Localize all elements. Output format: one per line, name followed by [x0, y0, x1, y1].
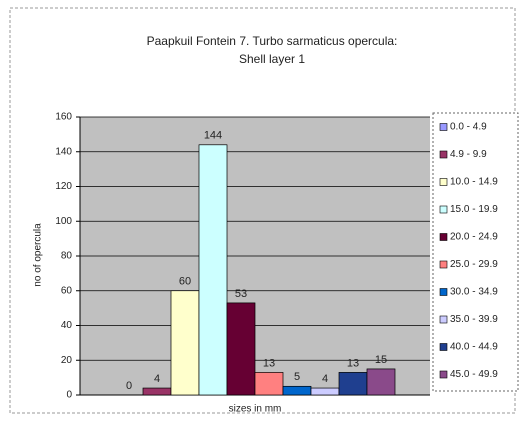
y-tick-label: 140 — [55, 146, 72, 157]
bar — [142, 387, 172, 396]
legend-swatch — [439, 260, 448, 269]
bar — [366, 368, 396, 396]
y-tick-label: 120 — [55, 181, 72, 192]
legend-label: 4.9 - 9.9 — [450, 149, 487, 160]
legend-swatch — [439, 370, 448, 379]
bar — [198, 144, 228, 396]
data-label: 53 — [235, 288, 247, 300]
legend-label: 15.0 - 19.9 — [450, 204, 498, 215]
chart-subtitle: Shell layer 1 — [239, 52, 305, 66]
legend-swatch — [439, 288, 448, 296]
y-tick-label: 40 — [61, 320, 73, 331]
legend-label: 25.0 - 29.9 — [450, 259, 498, 270]
chart-title: Paapkuil Fontein 7. Turbo sarmaticus ope… — [147, 34, 398, 48]
y-axis-label: no of opercula — [33, 223, 44, 287]
legend-swatch — [439, 178, 448, 186]
legend-label: 35.0 - 39.9 — [450, 314, 498, 325]
bar — [310, 387, 340, 396]
y-tick-label: 0 — [66, 390, 72, 401]
y-tick-label: 80 — [61, 251, 73, 262]
legend-swatch — [439, 205, 448, 214]
bar — [226, 302, 256, 396]
legend-label: 0.0 - 4.9 — [450, 122, 487, 133]
data-label: 60 — [179, 276, 191, 288]
legend-swatch — [439, 233, 448, 241]
data-label: 144 — [204, 130, 222, 142]
legend-label: 30.0 - 34.9 — [450, 287, 498, 298]
data-label: 15 — [375, 354, 387, 366]
y-tick-label: 100 — [55, 216, 72, 227]
y-tick-label: 60 — [61, 285, 73, 296]
legend-label: 45.0 - 49.9 — [450, 369, 498, 380]
data-label: 0 — [126, 380, 132, 392]
legend-swatch — [439, 150, 448, 159]
legend-swatch — [439, 343, 448, 351]
x-axis-label: sizes in mm — [229, 404, 282, 415]
data-label: 13 — [347, 357, 359, 369]
y-tick-label: 20 — [61, 355, 73, 366]
legend-swatch — [439, 123, 448, 131]
bar — [338, 372, 368, 396]
legend-label: 40.0 - 44.9 — [450, 342, 498, 353]
data-label: 13 — [263, 357, 275, 369]
legend-label: 10.0 - 14.9 — [450, 177, 498, 188]
legend-swatch — [439, 315, 448, 324]
y-tick-label: 160 — [55, 112, 72, 123]
data-label: 5 — [294, 371, 300, 383]
data-label: 4 — [322, 373, 328, 385]
data-label: 4 — [154, 373, 160, 385]
bar — [282, 385, 312, 396]
legend-label: 20.0 - 24.9 — [450, 232, 498, 243]
bar — [170, 290, 200, 396]
bar — [254, 372, 284, 396]
